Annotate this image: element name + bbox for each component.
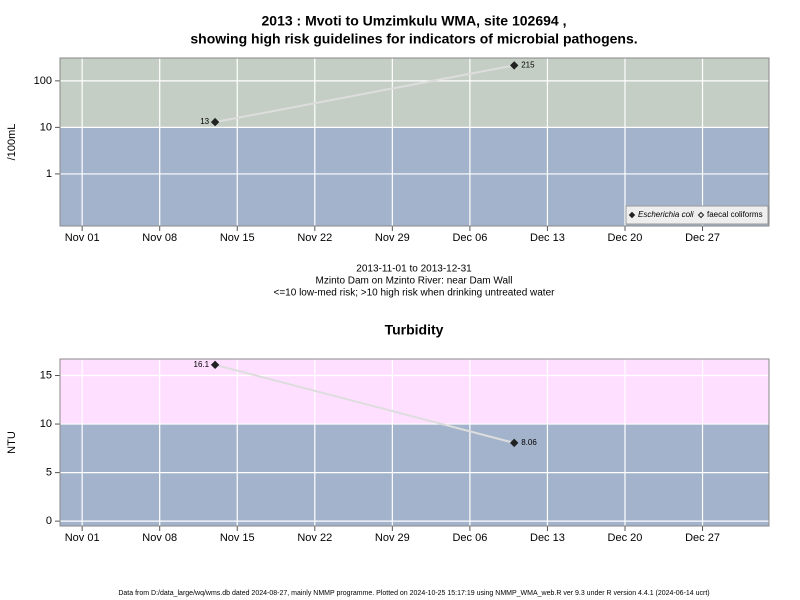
caption: <=10 low-med risk; >10 high risk when dr… — [274, 288, 556, 299]
x-tick-label: Nov 29 — [375, 532, 410, 544]
x-tick-label: Dec 20 — [608, 232, 643, 244]
data-label: 215 — [521, 61, 535, 70]
x-tick-label: Dec 06 — [452, 532, 487, 544]
data-label: 8.06 — [521, 438, 537, 447]
x-tick-label: Dec 13 — [530, 232, 565, 244]
x-tick-label: Nov 15 — [220, 232, 255, 244]
legend-symbol — [628, 211, 636, 219]
data-point — [210, 117, 220, 127]
y-axis-label: NTU — [6, 431, 18, 454]
x-tick-label: Dec 27 — [685, 532, 720, 544]
y-tick-label: 100 — [34, 75, 52, 87]
chart-title: 2013 : Mvoti to Umzimkulu WMA, site 1026… — [262, 13, 567, 29]
x-tick-label: Nov 15 — [220, 532, 255, 544]
x-tick-label: Dec 27 — [685, 232, 720, 244]
x-tick-label: Nov 22 — [297, 532, 332, 544]
band-above — [60, 58, 769, 128]
x-tick-label: Dec 06 — [452, 232, 487, 244]
caption: 2013-11-01 to 2013-12-31 — [356, 264, 472, 275]
band-above — [60, 359, 769, 425]
y-tick-label: 1 — [46, 168, 52, 180]
x-tick-label: Dec 20 — [608, 532, 643, 544]
y-axis-label: /100mL — [6, 124, 18, 161]
legend-label: faecal coliforms — [707, 210, 763, 219]
y-tick-label: 15 — [40, 369, 52, 381]
legend-symbol — [697, 211, 705, 219]
data-line — [214, 64, 515, 124]
chart-title: Turbidity — [385, 322, 444, 338]
data-point — [210, 360, 220, 370]
data-point — [509, 61, 519, 70]
band-below — [60, 424, 769, 526]
footer: Data from D:/data_large/wq/wms.db dated … — [118, 590, 709, 597]
data-label: 16.1 — [194, 360, 210, 369]
plot-frame — [59, 57, 770, 227]
data-label: 13 — [200, 117, 209, 126]
x-tick-label: Nov 29 — [375, 232, 410, 244]
x-tick-label: Nov 08 — [142, 232, 177, 244]
x-tick-label: Nov 01 — [65, 232, 100, 244]
data-line — [214, 363, 515, 444]
x-tick-label: Nov 22 — [297, 232, 332, 244]
x-tick-label: Nov 01 — [65, 532, 100, 544]
data-point — [509, 438, 519, 448]
x-tick-label: Nov 08 — [142, 532, 177, 544]
y-tick-label: 10 — [40, 418, 52, 430]
chart-title: showing high risk guidelines for indicat… — [190, 31, 637, 47]
y-tick-label: 10 — [40, 121, 52, 133]
y-tick-label: 0 — [46, 515, 52, 527]
plot-frame — [59, 358, 770, 527]
legend-box — [625, 205, 769, 225]
x-tick-label: Dec 13 — [530, 532, 565, 544]
caption: Mzinto Dam on Mzinto River: near Dam Wal… — [316, 276, 513, 287]
legend-label: Escherichia coli — [638, 210, 694, 219]
y-tick-label: 5 — [46, 467, 52, 479]
